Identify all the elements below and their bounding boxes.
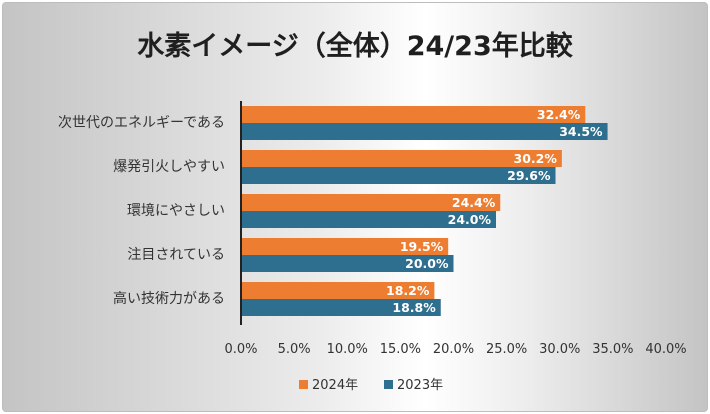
data-label: 34.5% — [559, 124, 603, 139]
x-tick-label: 15.0% — [380, 342, 421, 357]
legend-swatch-2024 — [299, 380, 308, 389]
bar-2023 — [241, 123, 608, 140]
data-label: 24.4% — [452, 195, 496, 210]
bar-2024 — [241, 282, 435, 299]
category-label: 高い技術力がある — [113, 290, 225, 307]
data-label: 32.4% — [537, 107, 581, 122]
legend-swatch-2023 — [384, 380, 393, 389]
bar-2024 — [241, 194, 501, 211]
x-tick-label: 20.0% — [433, 342, 474, 357]
legend-label: 2023年 — [397, 378, 443, 393]
category-label: 環境にやさしい — [127, 203, 225, 219]
x-tick-label: 0.0% — [224, 342, 257, 357]
chart-title: 水素イメージ（全体）24/23年比較 — [137, 30, 573, 62]
bar-2024 — [241, 238, 449, 255]
data-label: 30.2% — [514, 151, 558, 166]
legend-label: 2024年 — [312, 378, 358, 393]
bar-2023 — [241, 255, 454, 272]
x-tick-label: 30.0% — [539, 342, 580, 357]
category-label: 爆発引火しやすい — [113, 159, 225, 175]
bar-2023 — [241, 167, 556, 184]
data-label: 18.8% — [392, 300, 436, 315]
data-label: 29.6% — [507, 168, 551, 183]
data-label: 19.5% — [400, 239, 444, 254]
bar-2024 — [241, 106, 586, 123]
x-tick-label: 25.0% — [486, 342, 527, 357]
x-tick-label: 35.0% — [592, 342, 633, 357]
bar-chart: 水素イメージ（全体）24/23年比較 次世代のエネルギーである爆発引火しやすい環… — [58, 30, 687, 393]
data-label: 18.2% — [386, 283, 430, 298]
category-label: 次世代のエネルギーである — [58, 115, 225, 131]
data-label: 20.0% — [405, 256, 449, 271]
category-label: 注目されている — [127, 247, 225, 263]
bar-2023 — [241, 299, 441, 316]
x-tick-label: 10.0% — [327, 342, 368, 357]
bar-2024 — [241, 150, 562, 167]
bar-2023 — [241, 211, 496, 228]
data-label: 24.0% — [448, 212, 492, 227]
x-tick-label: 5.0% — [278, 342, 311, 357]
x-tick-label: 40.0% — [645, 342, 686, 357]
